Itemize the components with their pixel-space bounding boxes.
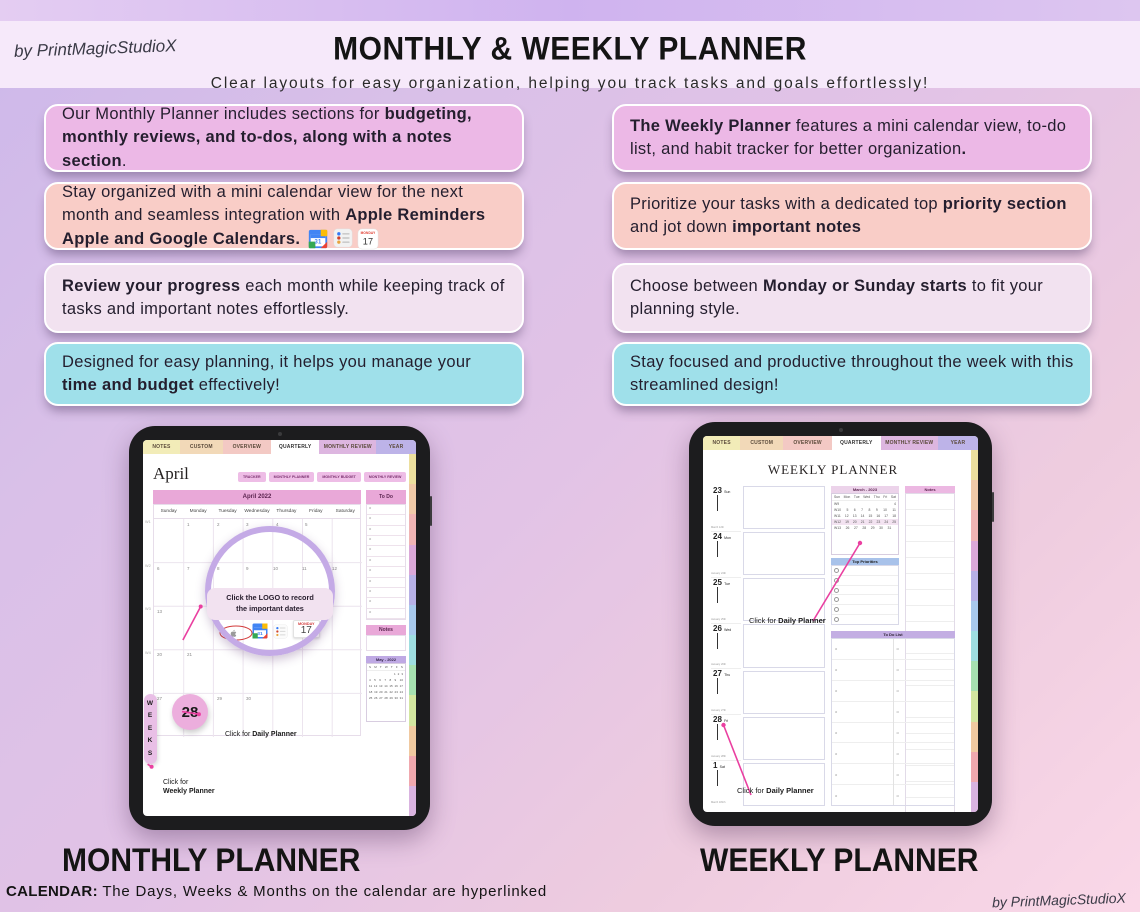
svg-text:31: 31 <box>315 240 322 246</box>
svg-text:17: 17 <box>363 237 373 247</box>
svg-text:MONDAY: MONDAY <box>361 231 376 235</box>
